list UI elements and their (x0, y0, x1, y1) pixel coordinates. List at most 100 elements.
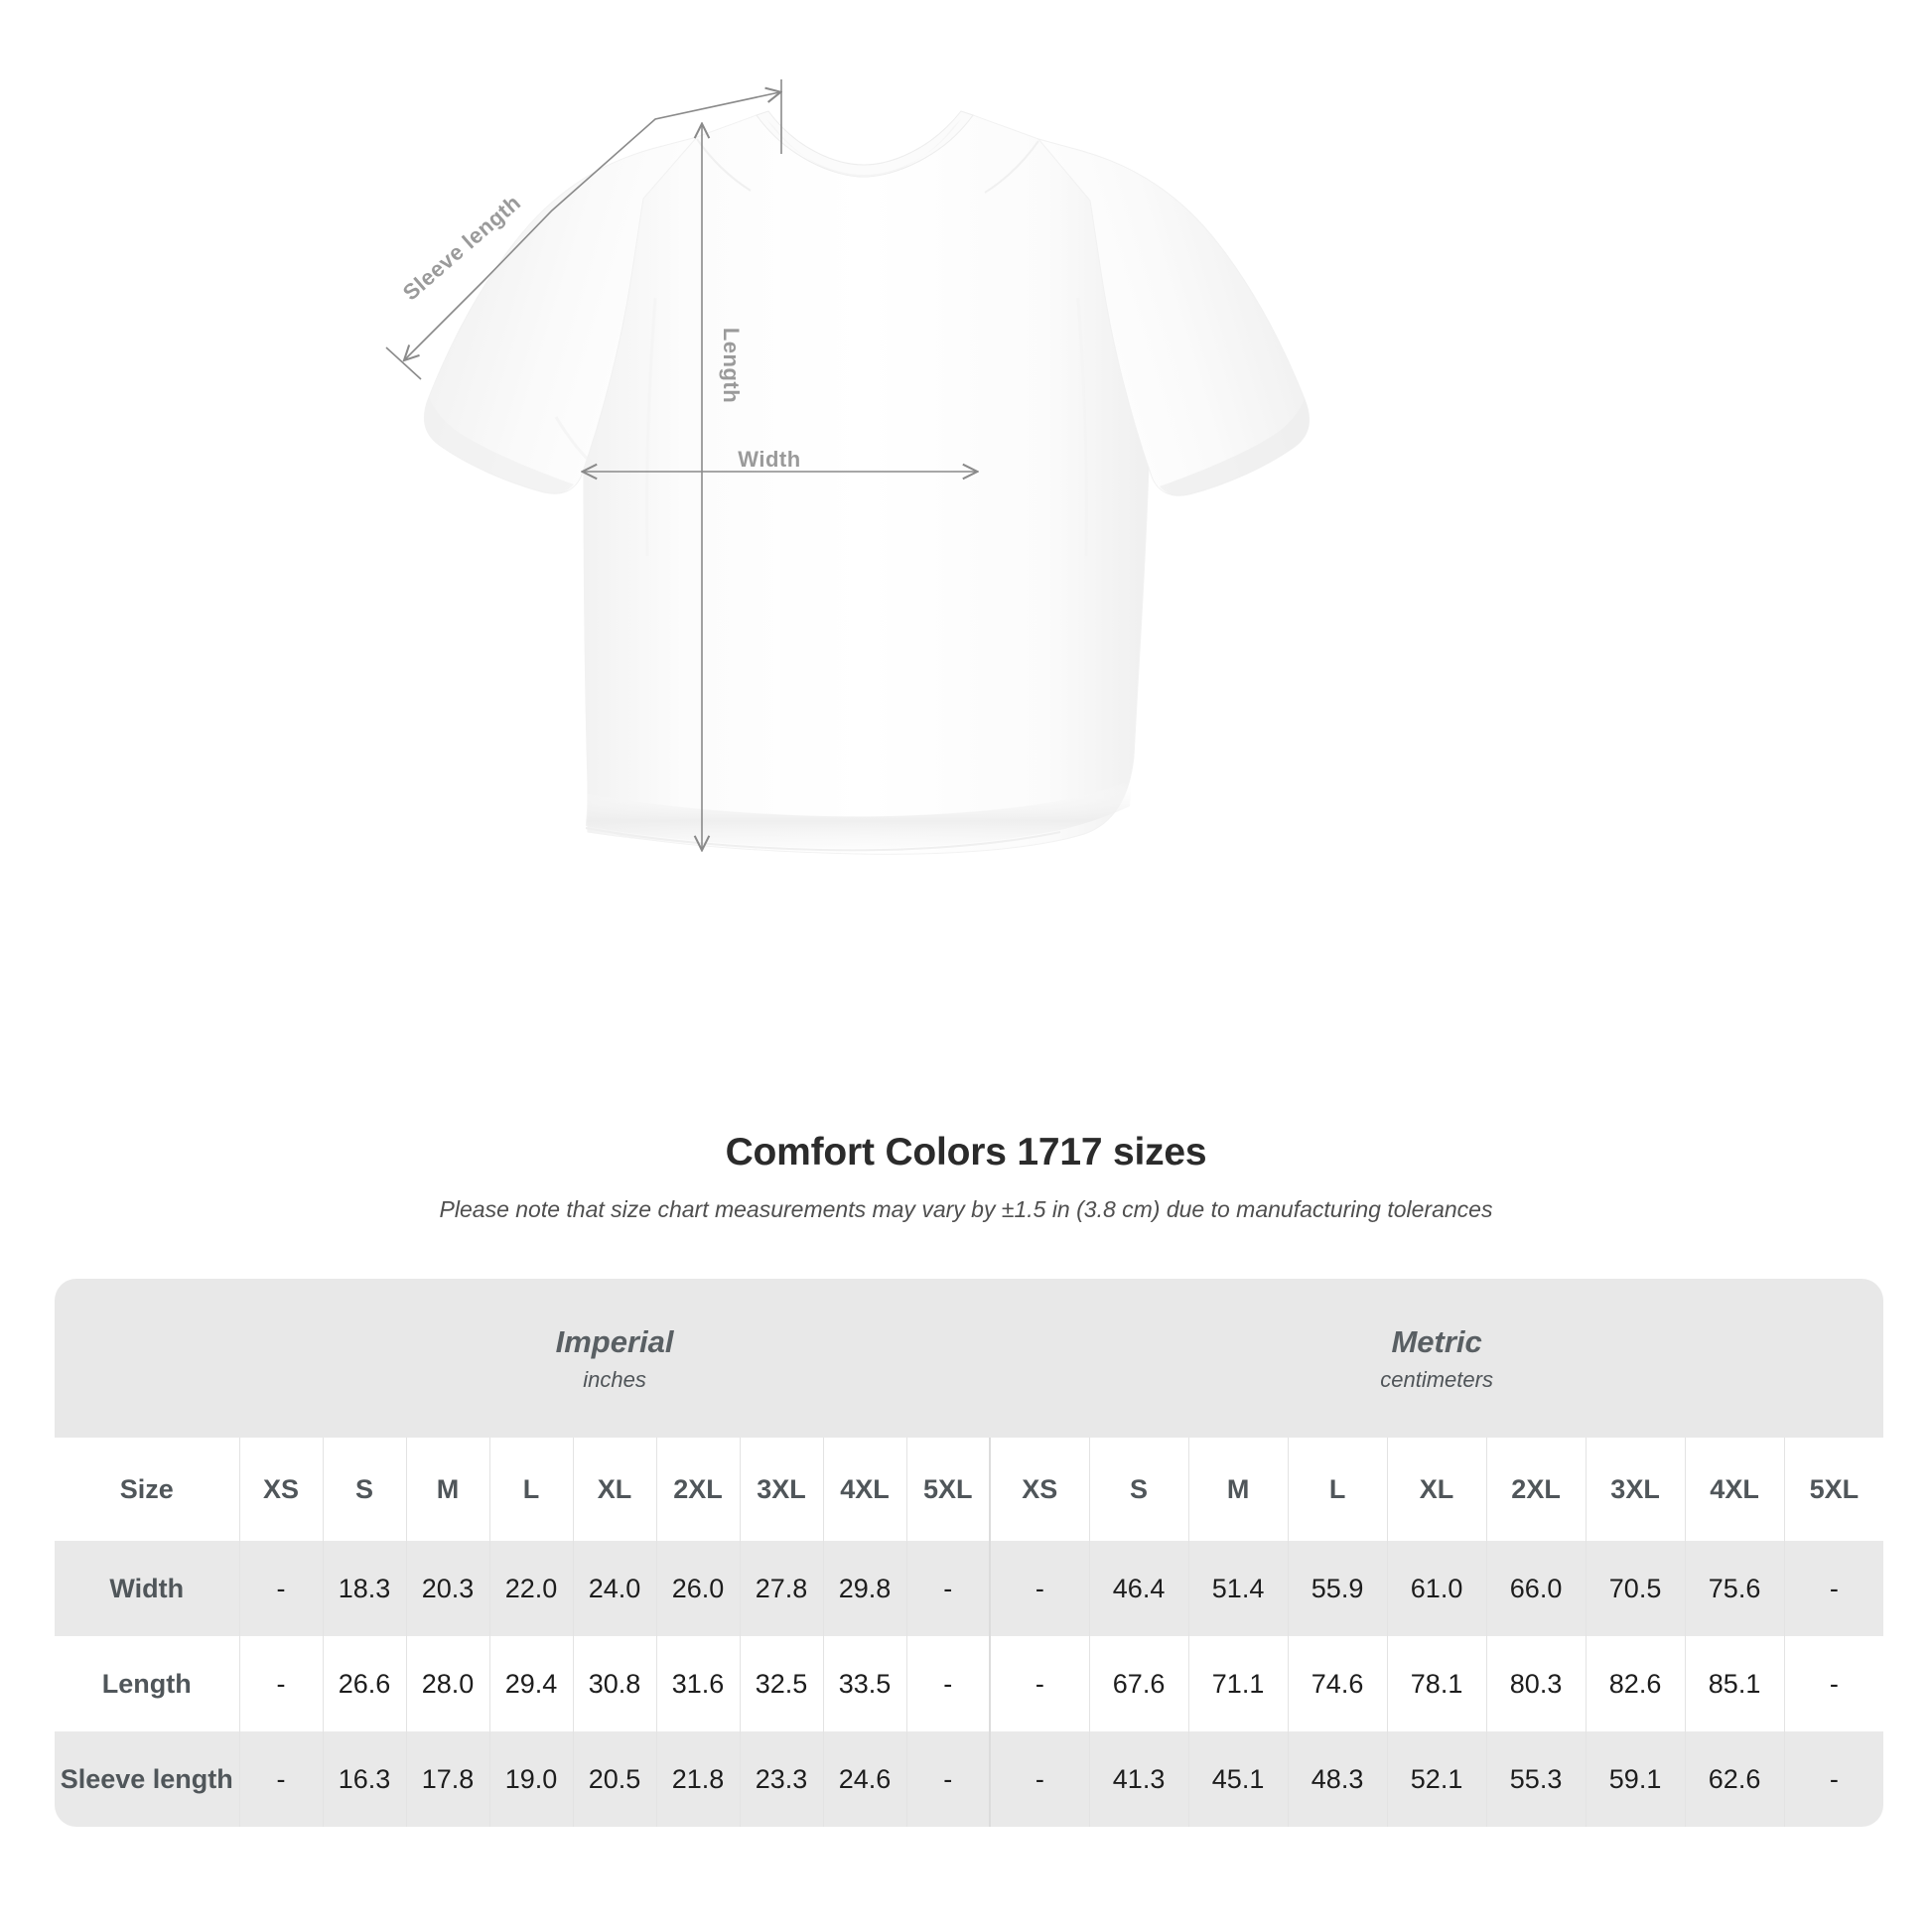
unit-group-imperial-name: Imperial (555, 1323, 674, 1359)
unit-group-metric-name: Metric (1391, 1323, 1482, 1359)
cell-width-imperial-4xl: 29.8 (822, 1541, 906, 1636)
cell-width-metric-s: 46.4 (1088, 1541, 1189, 1636)
unit-group-metric: Metric centimeters (990, 1279, 1884, 1438)
cell-length-imperial-xs: - (238, 1636, 323, 1731)
cell-length-metric-2xl: 80.3 (1485, 1636, 1587, 1731)
cell-width-imperial-l: 22.0 (488, 1541, 573, 1636)
size-header-metric-m: M (1187, 1438, 1289, 1541)
cell-sleeve-imperial-4xl: 24.6 (822, 1731, 906, 1827)
size-chart-table: Imperial inches Metric centimeters Size … (55, 1279, 1884, 1827)
size-header-metric-3xl: 3XL (1585, 1438, 1686, 1541)
cell-width-metric-2xl: 66.0 (1485, 1541, 1587, 1636)
size-header-metric-xs: XS (989, 1438, 1090, 1541)
size-header-imperial-s: S (322, 1438, 406, 1541)
row-label-length: Length (55, 1636, 239, 1731)
cell-sleeve-metric-4xl: 62.6 (1684, 1731, 1785, 1827)
size-header-imperial-2xl: 2XL (655, 1438, 740, 1541)
width-label: Width (738, 447, 800, 472)
size-header-imperial-xs: XS (238, 1438, 323, 1541)
measurement-guides (385, 79, 976, 849)
cell-length-metric-3xl: 82.6 (1585, 1636, 1686, 1731)
sleeve-end-tick (385, 346, 422, 380)
cell-length-metric-4xl: 85.1 (1684, 1636, 1785, 1731)
table-row: Length - 26.6 28.0 29.4 30.8 31.6 32.5 3… (55, 1636, 1884, 1731)
size-header-metric-l: L (1287, 1438, 1388, 1541)
cell-sleeve-imperial-3xl: 23.3 (739, 1731, 823, 1827)
cell-length-metric-5xl: - (1783, 1636, 1884, 1731)
table-row: Sleeve length - 16.3 17.8 19.0 20.5 21.8… (55, 1731, 1884, 1827)
cell-sleeve-metric-3xl: 59.1 (1585, 1731, 1686, 1827)
cell-width-imperial-5xl: - (905, 1541, 991, 1636)
title-block: Comfort Colors 1717 sizes Please note th… (0, 1131, 1932, 1223)
size-header-imperial-xl: XL (572, 1438, 656, 1541)
cell-width-imperial-xl: 24.0 (572, 1541, 656, 1636)
size-header-label: Size (55, 1438, 239, 1541)
size-header-metric-xl: XL (1386, 1438, 1487, 1541)
cell-sleeve-metric-5xl: - (1783, 1731, 1884, 1827)
cell-sleeve-metric-s: 41.3 (1088, 1731, 1189, 1827)
cell-length-imperial-4xl: 33.5 (822, 1636, 906, 1731)
cell-sleeve-metric-l: 48.3 (1287, 1731, 1388, 1827)
cell-width-imperial-3xl: 27.8 (739, 1541, 823, 1636)
cell-sleeve-metric-2xl: 55.3 (1485, 1731, 1587, 1827)
size-header-metric-5xl: 5XL (1783, 1438, 1884, 1541)
cell-length-metric-l: 74.6 (1287, 1636, 1388, 1731)
cell-sleeve-imperial-5xl: - (905, 1731, 991, 1827)
unit-header-spacer (55, 1279, 239, 1438)
cell-sleeve-metric-xl: 52.1 (1386, 1731, 1487, 1827)
cell-sleeve-imperial-l: 19.0 (488, 1731, 573, 1827)
cell-length-metric-xl: 78.1 (1386, 1636, 1487, 1731)
cell-width-metric-4xl: 75.6 (1684, 1541, 1785, 1636)
unit-group-imperial: Imperial inches (239, 1279, 991, 1438)
tolerance-note: Please note that size chart measurements… (439, 1195, 1493, 1222)
size-header-imperial-3xl: 3XL (739, 1438, 823, 1541)
cell-width-metric-xs: - (989, 1541, 1090, 1636)
row-label-width: Width (55, 1541, 239, 1636)
page-title: Comfort Colors 1717 sizes (725, 1131, 1207, 1173)
length-label: Length (719, 328, 744, 403)
cell-sleeve-metric-xs: - (989, 1731, 1090, 1827)
size-header-row: Size XS S M L XL 2XL 3XL 4XL 5XL XS S M … (55, 1438, 1884, 1541)
cell-sleeve-imperial-2xl: 21.8 (655, 1731, 740, 1827)
cell-sleeve-imperial-xl: 20.5 (572, 1731, 656, 1827)
size-header-metric-4xl: 4XL (1684, 1438, 1785, 1541)
cell-width-metric-m: 51.4 (1187, 1541, 1289, 1636)
size-header-imperial-5xl: 5XL (905, 1438, 991, 1541)
size-header-metric-s: S (1088, 1438, 1189, 1541)
cell-length-imperial-s: 26.6 (322, 1636, 406, 1731)
unit-group-imperial-unit: inches (583, 1367, 646, 1393)
cell-length-imperial-xl: 30.8 (572, 1636, 656, 1731)
size-header-imperial-4xl: 4XL (822, 1438, 906, 1541)
size-header-imperial-m: M (405, 1438, 489, 1541)
size-header-imperial-l: L (488, 1438, 573, 1541)
tshirt-illustration: Sleeve length Length Width (0, 0, 1932, 894)
cell-sleeve-metric-m: 45.1 (1187, 1731, 1289, 1827)
cell-width-metric-l: 55.9 (1287, 1541, 1388, 1636)
size-chart-table-wrapper: Imperial inches Metric centimeters Size … (55, 1279, 1884, 1827)
cell-width-imperial-s: 18.3 (322, 1541, 406, 1636)
cell-width-metric-3xl: 70.5 (1585, 1541, 1686, 1636)
cell-width-metric-5xl: - (1783, 1541, 1884, 1636)
cell-width-metric-xl: 61.0 (1386, 1541, 1487, 1636)
size-header-metric-2xl: 2XL (1485, 1438, 1587, 1541)
cell-length-imperial-2xl: 31.6 (655, 1636, 740, 1731)
table-row: Width - 18.3 20.3 22.0 24.0 26.0 27.8 29… (55, 1541, 1884, 1636)
cell-length-metric-xs: - (989, 1636, 1090, 1731)
cell-length-imperial-5xl: - (905, 1636, 991, 1731)
unit-group-metric-unit: centimeters (1380, 1367, 1493, 1393)
tshirt-graphic (423, 110, 1311, 855)
cell-sleeve-imperial-s: 16.3 (322, 1731, 406, 1827)
cell-sleeve-imperial-m: 17.8 (405, 1731, 489, 1827)
cell-width-imperial-m: 20.3 (405, 1541, 489, 1636)
cell-width-imperial-2xl: 26.0 (655, 1541, 740, 1636)
cell-length-imperial-3xl: 32.5 (739, 1636, 823, 1731)
cell-length-metric-s: 67.6 (1088, 1636, 1189, 1731)
cell-length-imperial-m: 28.0 (405, 1636, 489, 1731)
unit-header-row: Imperial inches Metric centimeters (55, 1279, 1884, 1438)
cell-length-imperial-l: 29.4 (488, 1636, 573, 1731)
cell-sleeve-imperial-xs: - (238, 1731, 323, 1827)
row-label-sleeve-length: Sleeve length (55, 1731, 239, 1827)
cell-width-imperial-xs: - (238, 1541, 323, 1636)
sleeve-length-guide (405, 92, 779, 359)
